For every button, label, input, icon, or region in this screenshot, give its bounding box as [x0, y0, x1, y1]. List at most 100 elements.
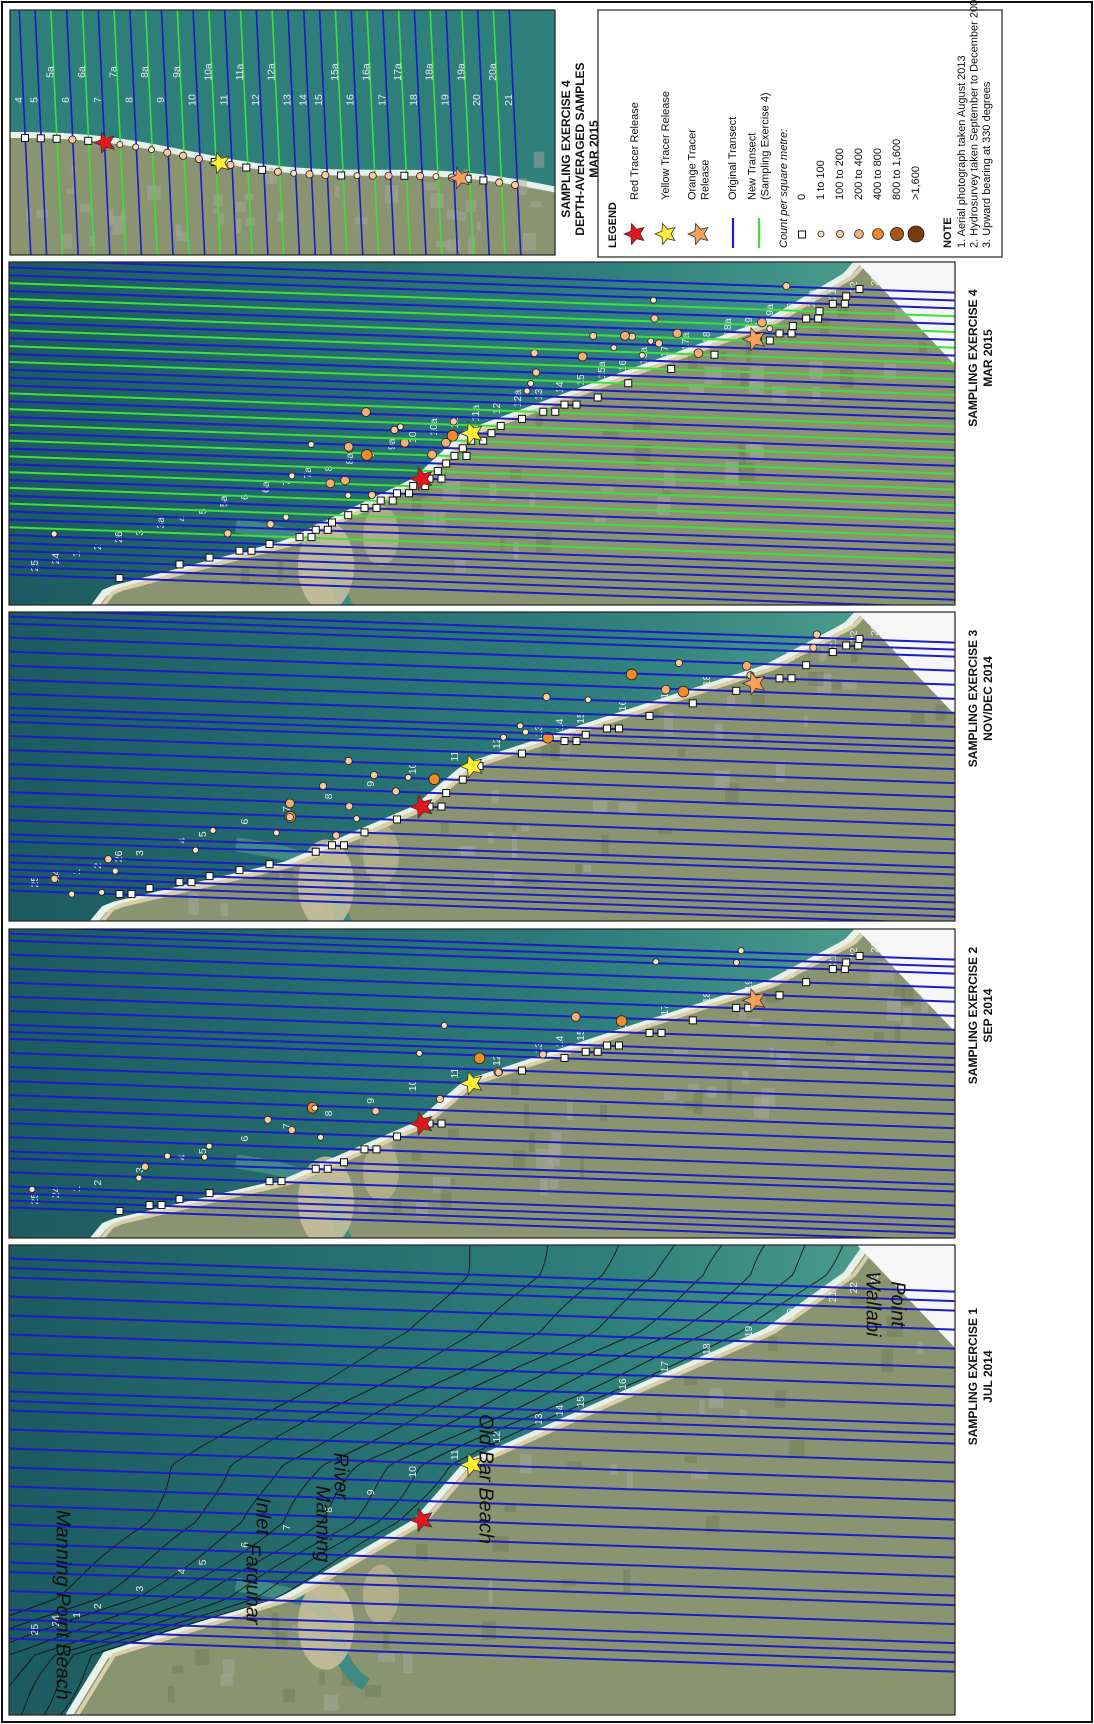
transect-label: 10a [428, 418, 440, 436]
transect-label: 18 [701, 1343, 713, 1355]
sample-count [112, 868, 118, 874]
town-patch [319, 1671, 324, 1684]
sample-zero [646, 712, 653, 719]
sample-count [543, 693, 550, 700]
sample-zero [582, 731, 589, 738]
sample-count [650, 297, 656, 303]
sample-count [99, 889, 105, 895]
town-patch [536, 532, 551, 552]
sample-count [206, 1143, 212, 1149]
transect-label: 7 [281, 1524, 293, 1530]
transect-label: 7 [92, 97, 104, 103]
town-patch [657, 1411, 662, 1422]
town-patch [403, 1651, 413, 1673]
town-patch [657, 495, 670, 515]
sample-zero [266, 1178, 273, 1185]
town-patch [446, 240, 460, 252]
sample-count [136, 1175, 142, 1181]
town-patch [959, 1292, 975, 1301]
sample-zero [438, 803, 445, 810]
sample-count [661, 685, 670, 694]
legend-label: Original Transect [727, 117, 739, 200]
sample-count [417, 172, 424, 179]
sample-count [345, 492, 351, 498]
sample-count [392, 788, 399, 795]
sample-zero [116, 575, 123, 582]
sample-zero [776, 330, 783, 337]
transect-label: 11 [218, 94, 230, 105]
sample-count [653, 959, 659, 965]
sample-count [611, 345, 617, 351]
town-patch [195, 1649, 210, 1665]
sample-zero [394, 490, 401, 497]
sample-zero [176, 1196, 183, 1203]
sample-zero [236, 547, 243, 554]
place-label: Point [887, 1281, 909, 1328]
town-patch [911, 712, 925, 724]
transect-label: 8 [323, 1110, 335, 1116]
sample-zero [856, 285, 863, 292]
map-panel: 2524123456789101112131415161718192021222… [0, 1236, 1094, 1719]
transect-label: 11 [449, 1449, 461, 1460]
sample-zero [410, 482, 417, 489]
sample-zero [361, 504, 368, 511]
estuary-sand [363, 1565, 399, 1625]
transect-label: 15 [313, 94, 325, 106]
sample-zero [561, 401, 568, 408]
sample-zero [443, 460, 450, 467]
town-patch [751, 366, 764, 389]
town-patch [477, 222, 481, 231]
transect-label: 18a [722, 318, 734, 336]
town-patch [489, 484, 496, 501]
town-patch [278, 562, 283, 581]
transect-label: 12 [491, 403, 503, 415]
town-patch [1000, 310, 1008, 316]
sample-count [105, 856, 112, 863]
town-patch [512, 824, 517, 831]
transect-label: 16a [361, 63, 373, 81]
sample-zero [373, 1146, 380, 1153]
note-line: 2. Hydrosurvey taken September to Decemb… [968, 0, 980, 248]
town-patch [548, 1143, 559, 1166]
sample-zero [856, 952, 863, 959]
town-patch [809, 362, 822, 379]
sample-zero [594, 1048, 601, 1055]
town-patch [468, 236, 475, 254]
transect-label: 16 [345, 94, 357, 106]
town-patch [513, 1150, 525, 1171]
sample-count [51, 531, 57, 537]
sample-zero [377, 497, 384, 504]
sample-zero [480, 177, 487, 184]
transect-label: 23 [869, 941, 881, 953]
sample-zero [658, 1029, 665, 1036]
sample-count [416, 1050, 422, 1056]
sample-zero [625, 380, 632, 387]
sample-zero [646, 1029, 653, 1036]
sample-zero [345, 512, 352, 519]
transect-label: 19a [764, 304, 776, 322]
sample-count [29, 1186, 35, 1192]
sample-count [655, 340, 662, 347]
place-label: Old Bar Beach [475, 1414, 497, 1544]
sample-zero [324, 526, 331, 533]
legend-label: 100 to 200 [834, 148, 846, 200]
town-patch [168, 1686, 174, 1702]
sample-count [368, 491, 375, 498]
sample-count [524, 388, 530, 394]
legend-label: >1,600 [910, 166, 922, 200]
sample-zero [53, 135, 60, 142]
transect-label: 9 [365, 1098, 377, 1104]
sample-count [523, 729, 529, 735]
sample-zero [394, 1133, 401, 1140]
sample-zero [312, 848, 319, 855]
legend-label: 400 to 800 [872, 148, 884, 200]
sample-count [616, 1016, 627, 1027]
town-patch [855, 1055, 869, 1065]
sample-count [344, 442, 353, 451]
sample-zero [766, 337, 773, 344]
legend-symbol [836, 230, 843, 237]
sample-zero [594, 394, 601, 401]
legend-symbol [799, 231, 806, 238]
sample-zero [459, 445, 466, 452]
sample-count [571, 1013, 580, 1022]
